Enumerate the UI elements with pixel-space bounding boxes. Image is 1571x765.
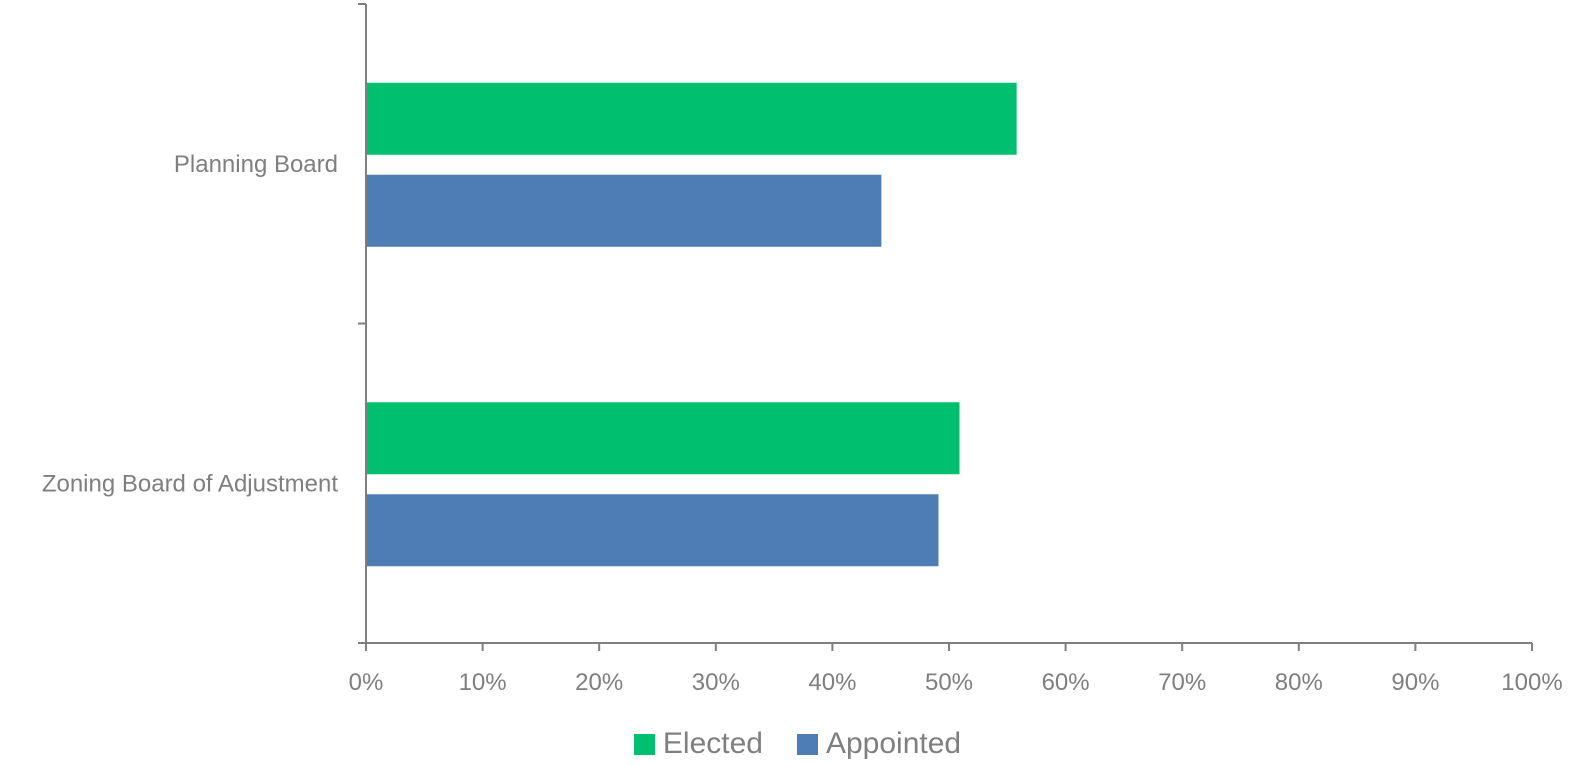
legend-label-elected: Elected xyxy=(662,727,763,760)
x-tick-label-10: 100% xyxy=(1501,669,1562,696)
x-tick-label-4: 40% xyxy=(808,669,856,696)
x-tick-label-9: 90% xyxy=(1391,669,1439,696)
x-tick-label-7: 70% xyxy=(1158,669,1206,696)
bar-appointed-0 xyxy=(366,174,882,247)
bar-appointed-1 xyxy=(366,494,939,567)
legend-swatch-appointed xyxy=(796,733,818,755)
x-tick-label-1: 10% xyxy=(459,669,507,696)
legend-label-appointed: Appointed xyxy=(825,727,962,760)
bar-chart: Planning Board Zoning Board of Adjustment… xyxy=(42,3,1563,696)
legend-swatch-elected xyxy=(633,733,655,755)
x-tick-label-5: 50% xyxy=(925,669,973,696)
x-tick-label-6: 60% xyxy=(1042,669,1090,696)
legend: Elected Appointed xyxy=(0,723,1571,765)
bar-elected-0 xyxy=(366,82,1017,155)
x-tick-label-2: 20% xyxy=(575,669,623,696)
x-tick-label-3: 30% xyxy=(692,669,740,696)
x-tick-label-8: 80% xyxy=(1275,669,1323,696)
category-label-1: Zoning Board of Adjustment xyxy=(42,470,339,497)
category-label-0: Planning Board xyxy=(174,151,338,178)
legend-item-appointed: Appointed xyxy=(796,727,962,761)
x-tick-label-0: 0% xyxy=(349,669,384,696)
bar-elected-1 xyxy=(366,402,960,475)
legend-item-elected: Elected xyxy=(633,727,763,761)
